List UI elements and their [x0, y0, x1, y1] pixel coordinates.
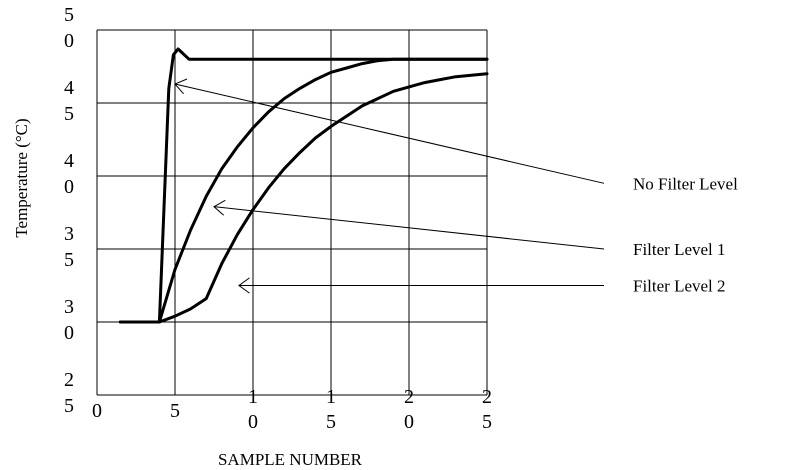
- series-line-1: [118, 47, 489, 324]
- y-tick-label: 5: [64, 103, 74, 125]
- y-tick-label: 5: [64, 395, 74, 417]
- grid: [96, 29, 488, 396]
- y-tick-label: 5: [64, 249, 74, 271]
- x-tick-label: 1: [326, 386, 336, 408]
- series-labels: No Filter Level Filter Level 1 Filter Leve…: [633, 174, 738, 295]
- series-line-3: [118, 72, 489, 324]
- y-tick-label: 0: [64, 176, 74, 198]
- x-tick-label: 5: [482, 411, 492, 433]
- series-label-2: Filter Level 1: [633, 240, 726, 259]
- y-tick-label: 3: [64, 223, 74, 245]
- series-label-3: Filter Level 2: [633, 277, 726, 296]
- y-tick-label: 3: [64, 296, 74, 318]
- x-tick-label: 2: [482, 386, 492, 408]
- x-tick-label: 2: [404, 386, 414, 408]
- callout-line-1: [174, 83, 605, 184]
- x-axis-title: SAMPLE NUMBER: [218, 450, 363, 469]
- x-tick-label: 5: [326, 411, 336, 433]
- x-tick-label: 0: [248, 411, 258, 433]
- series-label-1: No Filter Level: [633, 174, 738, 193]
- plot-lines: [118, 47, 489, 324]
- y-tick-label: 4: [64, 150, 74, 172]
- x-tick-label: 0: [92, 400, 102, 422]
- arrowhead-1: [174, 78, 188, 95]
- y-tick-label: 0: [64, 30, 74, 52]
- y-tick-label: 4: [64, 77, 74, 99]
- arrowhead-3: [238, 277, 250, 294]
- x-tick-label: 0: [404, 411, 414, 433]
- x-tick-label: 1: [248, 386, 258, 408]
- y-tick-label: 2: [64, 369, 74, 391]
- callout-arrows: [174, 78, 605, 294]
- y-axis-title: Temperature (°C): [12, 118, 31, 237]
- callout-line-2: [213, 206, 605, 250]
- series-line-2: [118, 57, 489, 324]
- y-tick-label: 0: [64, 322, 74, 344]
- arrowhead-2: [213, 199, 226, 216]
- x-tick-label: 5: [170, 400, 180, 422]
- y-tick-label: 5: [64, 4, 74, 26]
